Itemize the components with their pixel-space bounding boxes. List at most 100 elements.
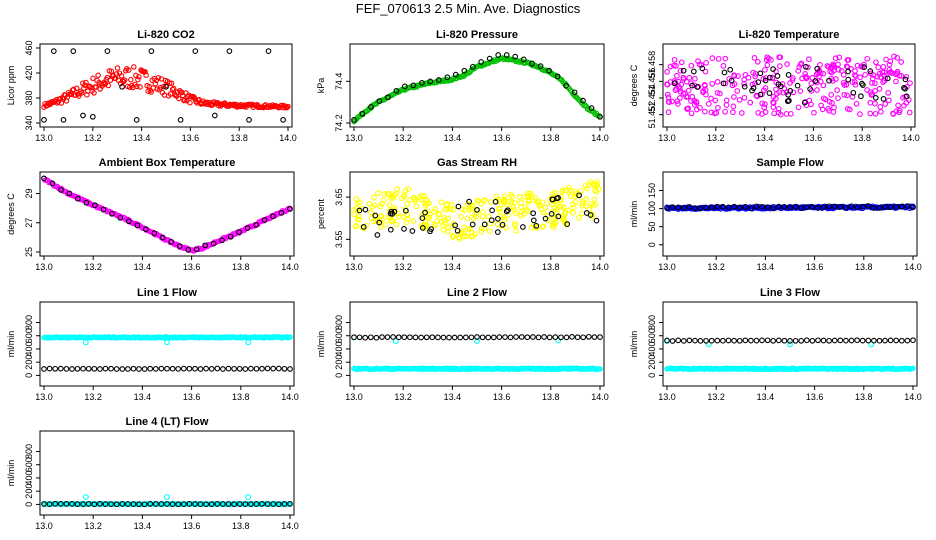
data-point <box>148 48 155 54</box>
data-point <box>438 199 445 206</box>
x-tick-label: 13.0 <box>658 262 676 272</box>
data-point <box>762 101 768 107</box>
series-sparse <box>41 48 286 123</box>
data-point <box>759 337 765 344</box>
data-point <box>474 334 480 340</box>
data-point <box>481 221 488 228</box>
data-point <box>130 365 137 372</box>
x-tick-label: 13.6 <box>493 392 511 402</box>
y-tick-label: 600 <box>647 328 657 343</box>
data-point <box>555 213 562 220</box>
data-point <box>693 98 700 105</box>
data-point <box>882 75 889 82</box>
data-point <box>180 501 187 507</box>
data-point <box>85 365 92 372</box>
series-dense <box>41 175 293 254</box>
data-point <box>244 225 251 231</box>
data-point <box>862 71 868 78</box>
data-point <box>492 57 498 63</box>
x-tick-label: 13.2 <box>394 262 412 272</box>
panel-pressure: Li-820 Pressure kPa 13.0 13.2 13.4 13.6 13.8 14… <box>316 29 609 143</box>
data-point <box>569 334 575 340</box>
data-point <box>878 108 884 115</box>
x-tick-label: 13.8 <box>853 133 871 143</box>
data-point <box>469 63 476 70</box>
data-point <box>787 338 793 344</box>
data-point <box>92 202 98 209</box>
data-point <box>134 222 141 229</box>
data-point <box>582 182 589 189</box>
data-point <box>496 206 502 212</box>
data-point <box>861 64 868 70</box>
data-point <box>87 83 93 90</box>
data-point <box>135 76 141 83</box>
data-point <box>91 501 98 508</box>
data-point <box>789 77 796 83</box>
series-sparse <box>356 192 600 238</box>
data-point <box>389 211 396 217</box>
data-point <box>436 210 442 217</box>
y-tick-label: 600 <box>334 328 344 343</box>
data-point <box>715 56 722 62</box>
data-point <box>708 337 715 344</box>
data-point <box>742 337 749 344</box>
data-point <box>777 83 784 90</box>
data-point <box>570 209 576 216</box>
data-point <box>175 501 182 508</box>
data-point <box>852 68 858 74</box>
data-point <box>486 55 493 62</box>
data-point <box>843 204 849 211</box>
data-point <box>799 75 805 82</box>
data-point <box>579 202 585 209</box>
y-axis-label: ml/min <box>6 331 16 358</box>
data-point <box>125 218 132 225</box>
data-point <box>202 242 209 249</box>
data-point <box>690 68 697 75</box>
data-point <box>770 205 777 212</box>
data-point <box>192 48 199 54</box>
data-point <box>835 61 841 68</box>
data-point <box>887 58 894 65</box>
data-point <box>356 213 362 220</box>
data-point <box>445 215 451 222</box>
data-point <box>495 215 501 222</box>
data-point <box>176 243 183 249</box>
data-point <box>164 365 170 372</box>
data-point <box>910 365 916 372</box>
data-point <box>197 366 204 372</box>
data-point <box>125 501 131 507</box>
data-point <box>164 494 170 501</box>
x-tick-label: 13.0 <box>658 133 676 143</box>
data-point <box>808 101 814 108</box>
data-point <box>686 337 693 344</box>
y-tick-label: 0 <box>647 373 657 378</box>
series-sparse <box>664 337 916 344</box>
data-point <box>158 365 165 372</box>
data-point <box>512 210 519 217</box>
data-point <box>893 204 900 210</box>
data-point <box>571 89 578 96</box>
data-point <box>379 334 385 340</box>
data-point <box>113 501 120 508</box>
data-point <box>770 337 777 344</box>
data-point <box>705 101 712 107</box>
data-point <box>227 233 234 240</box>
data-point <box>871 205 877 211</box>
data-point <box>664 337 670 344</box>
data-point <box>536 202 543 209</box>
series-sparse <box>664 203 916 212</box>
data-point <box>131 64 137 70</box>
y-tick-label: 29 <box>24 189 34 199</box>
data-point <box>242 501 249 507</box>
data-point <box>546 67 552 74</box>
data-point <box>163 83 169 90</box>
data-point <box>542 204 549 211</box>
data-point <box>552 334 559 340</box>
data-point <box>113 71 120 77</box>
data-point <box>462 334 469 341</box>
data-point <box>751 55 758 61</box>
data-point <box>351 117 357 123</box>
data-point <box>410 218 417 224</box>
data-point <box>52 365 59 372</box>
data-point <box>597 334 603 340</box>
